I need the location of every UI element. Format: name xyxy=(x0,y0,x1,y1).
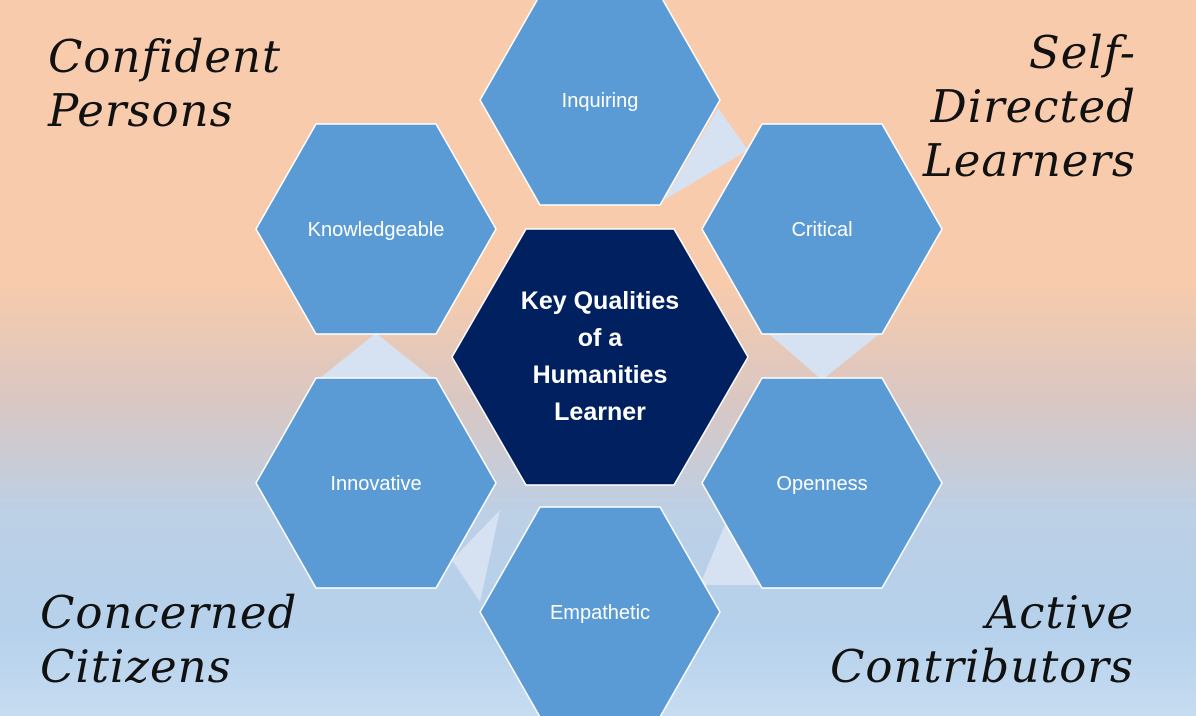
hexagon-label-critical: Critical xyxy=(791,219,852,241)
corner-label-line: Concerned xyxy=(40,586,298,639)
center-label-line-4: Learner xyxy=(554,398,646,426)
corner-label-line: Confident xyxy=(48,30,282,83)
hexagon-shape xyxy=(479,0,721,206)
corner-label-line: Learners xyxy=(922,134,1136,187)
hexagon-shape xyxy=(255,377,497,589)
center-label-line-3: Humanities xyxy=(533,361,668,389)
hexagon-label-inquiring: Inquiring xyxy=(562,90,639,112)
hexagon-label-knowledgeable: Knowledgeable xyxy=(308,219,445,241)
connector-shape xyxy=(452,510,500,602)
hexagon-shape xyxy=(479,506,721,716)
hexagon-shape xyxy=(255,123,497,335)
corner-label-confident-persons: Confident Persons xyxy=(48,30,281,138)
hexagon-openness: Openness xyxy=(701,377,943,589)
connector-shape xyxy=(320,333,432,378)
hexagon-inquiring: Inquiring xyxy=(479,0,721,206)
connector-shape xyxy=(664,108,748,200)
center-label-line-1: Key Qualities xyxy=(521,287,679,315)
hexagon-label-innovative: Innovative xyxy=(330,473,421,495)
center-label-line-2: of a xyxy=(578,324,624,352)
hexagon-label-empathetic: Empathetic xyxy=(550,602,650,624)
hexagon-critical: Critical xyxy=(701,123,943,335)
corner-label-line: Directed xyxy=(930,80,1136,133)
connector-shape xyxy=(770,335,878,380)
corner-label-line: Self- xyxy=(1028,26,1136,79)
hexagon-shape xyxy=(701,377,943,589)
center-hexagon-group: Key Qualities of a Humanities Learner xyxy=(451,228,749,486)
corner-label-line: Contributors xyxy=(829,640,1134,693)
hexagon-layer: Inquiring Critical Openness Empathetic Innov… xyxy=(255,0,943,716)
hexagon-shape xyxy=(701,123,943,335)
corner-label-line: Persons xyxy=(48,84,234,137)
hexagon-label-openness: Openness xyxy=(776,473,867,495)
hexagon-knowledgeable: Knowledgeable xyxy=(255,123,497,335)
hexagon-innovative: Innovative xyxy=(255,377,497,589)
corner-label-concerned-citizens: Concerned Citizens xyxy=(40,586,297,694)
connector-layer xyxy=(320,108,878,602)
center-hexagon xyxy=(451,228,749,486)
corner-label-line: Active xyxy=(985,586,1134,639)
hexagon-empathetic: Empathetic xyxy=(479,506,721,716)
corner-label-line: Citizens xyxy=(40,640,232,693)
corner-label-self-directed-learners: Self- Directed Learners xyxy=(923,26,1136,188)
corner-label-active-contributors: Active Contributors xyxy=(830,586,1134,694)
